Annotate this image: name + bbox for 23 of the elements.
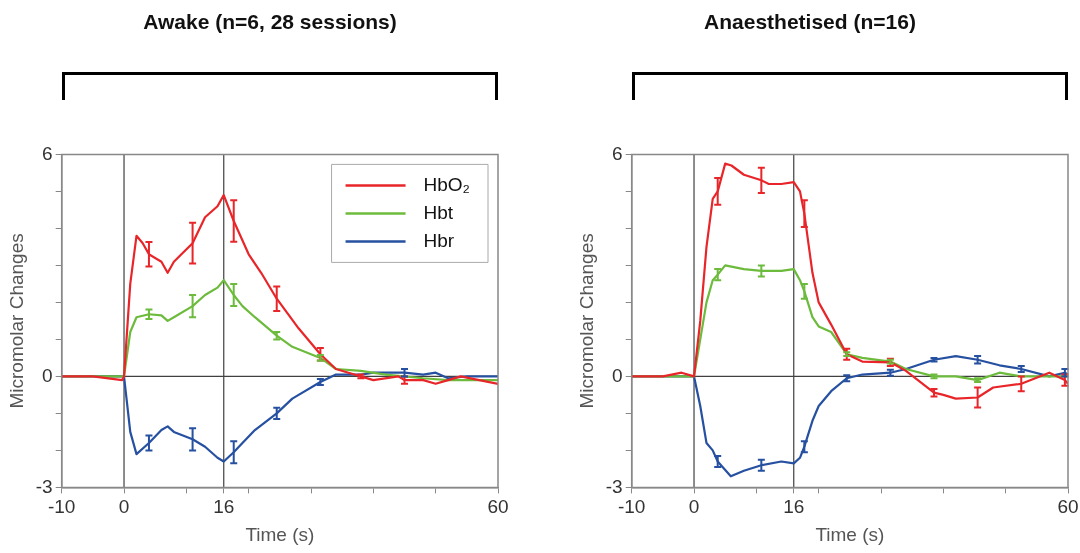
x-axis-title: Time (s) [815, 523, 885, 545]
y-axis-title: Micromolar Changes [575, 233, 597, 409]
y-tick-label: -3 [605, 475, 623, 497]
y-tick-label: 6 [612, 142, 623, 164]
chart-title: Awake (n=6, 28 sessions) [142, 10, 398, 34]
x-axis-title: Time (s) [245, 523, 315, 545]
x-tick-label: 60 [1057, 496, 1079, 518]
y-tick-label: -3 [35, 475, 53, 497]
x-tick-label: 60 [487, 496, 509, 518]
y-axis-title: Micromolar Changes [5, 233, 27, 409]
legend-label: Hbr [423, 229, 455, 251]
x-tick-label: -10 [617, 496, 646, 518]
x-tick-label: 16 [213, 496, 235, 518]
legend-label: Hbt [423, 201, 454, 223]
legend-label: HbO₂ [423, 173, 471, 195]
y-tick-label: 0 [42, 364, 53, 386]
x-tick-label: 0 [688, 496, 700, 518]
y-tick-label: 6 [42, 142, 53, 164]
x-tick-label: -10 [47, 496, 76, 518]
x-tick-label: 0 [118, 496, 130, 518]
y-tick-label: 0 [612, 364, 623, 386]
chart-title: Anaesthetised (n=16) [703, 10, 917, 34]
x-tick-label: 16 [783, 496, 805, 518]
